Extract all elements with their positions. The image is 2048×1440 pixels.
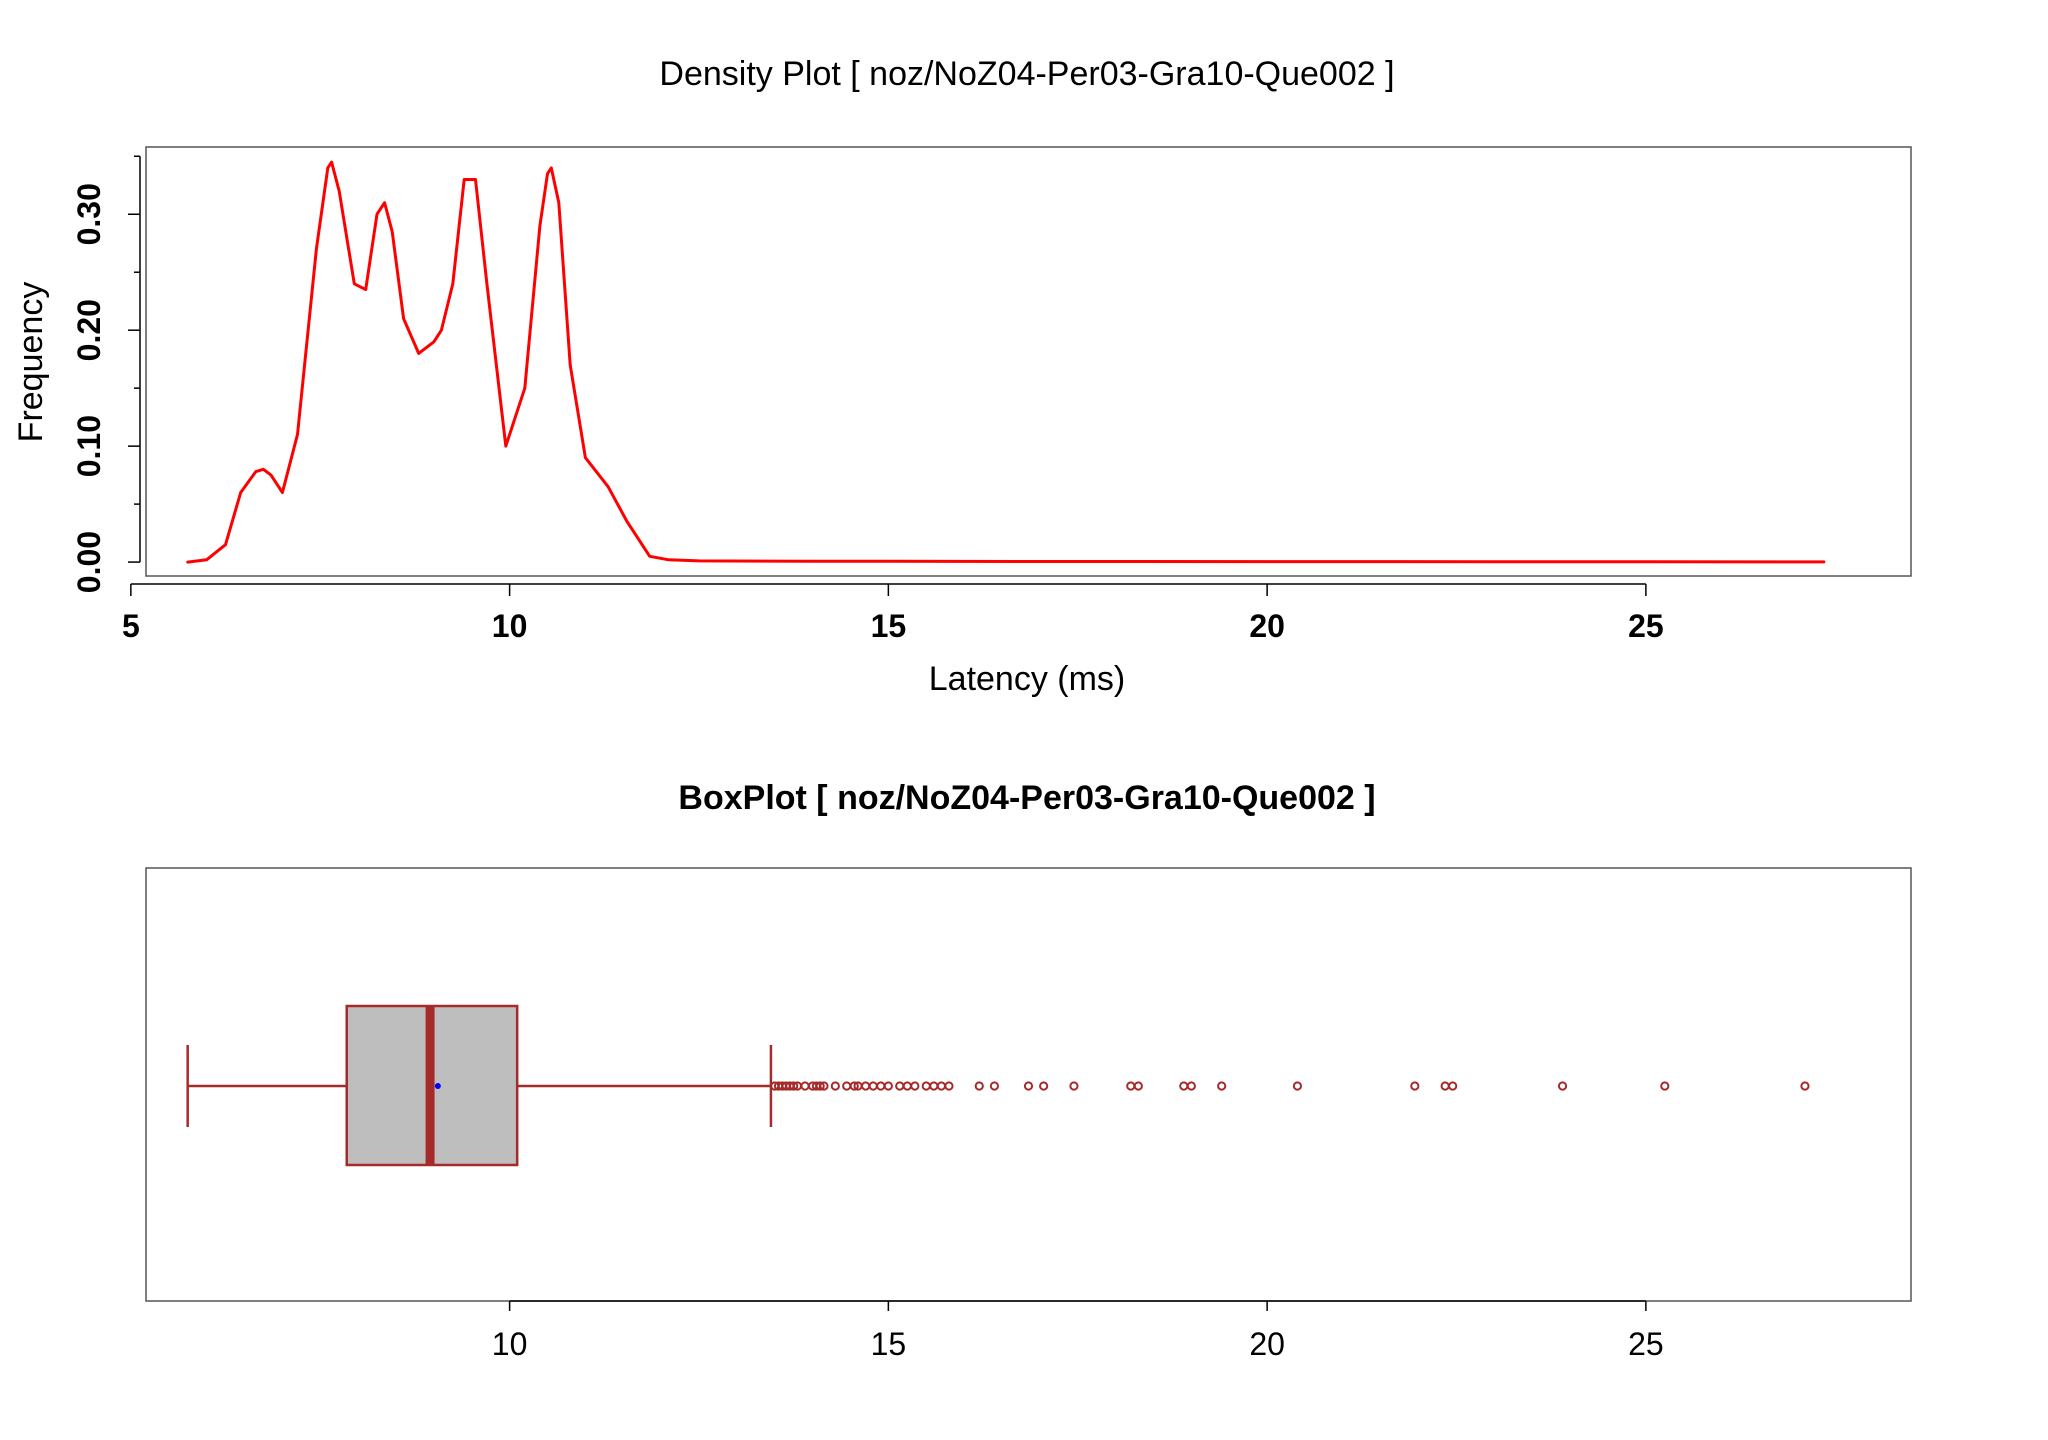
box-plot: BoxPlot [ noz/NoZ04-Per03-Gra10-Que002 ]… — [145, 779, 1912, 1362]
outlier-point — [936, 1081, 946, 1091]
outlier-point — [1660, 1081, 1670, 1091]
outlier-point — [815, 1081, 825, 1091]
outlier-point — [1179, 1081, 1189, 1091]
outlier-point — [1039, 1081, 1049, 1091]
density-x-axis-label: Latency (ms) — [929, 660, 1126, 698]
outlier-point — [819, 1081, 829, 1091]
density-y-axis: 0.00 0.10 0.20 0.30 — [71, 155, 141, 593]
box-plot-title: BoxPlot [ noz/NoZ04-Per03-Gra10-Que002 ] — [678, 779, 1375, 817]
outlier-point — [944, 1081, 954, 1091]
box-x-tick-label: 15 — [871, 1326, 907, 1362]
density-x-tick-label: 10 — [492, 608, 528, 644]
box-x-tick-label: 25 — [1628, 1326, 1664, 1362]
outlier-point — [929, 1081, 939, 1091]
outlier-point — [1448, 1081, 1458, 1091]
mean-point — [434, 1083, 441, 1089]
outlier-point — [910, 1081, 920, 1091]
box-x-tick-label: 10 — [492, 1326, 528, 1362]
outlier-point — [868, 1081, 878, 1091]
box-x-axis: 10 15 20 25 — [492, 1300, 1664, 1362]
box-marks — [186, 1004, 1810, 1167]
outlier-point — [902, 1081, 912, 1091]
density-series — [186, 160, 1826, 564]
density-y-tick-label: 0.30 — [71, 183, 107, 245]
outlier-point — [1069, 1081, 1079, 1091]
density-plot-area — [145, 146, 1912, 577]
density-y-tick-label: 0.20 — [71, 299, 107, 361]
outlier-point — [1023, 1081, 1034, 1091]
outlier-point — [1440, 1081, 1450, 1091]
outlier-point — [842, 1081, 852, 1091]
density-x-tick-label: 25 — [1628, 608, 1664, 644]
density-y-tick-label: 0.00 — [71, 531, 107, 593]
outlier-point — [883, 1081, 893, 1091]
outlier-point — [1410, 1081, 1420, 1091]
outlier-point — [1217, 1081, 1227, 1091]
density-line — [186, 160, 1826, 564]
outlier-point — [1133, 1081, 1143, 1091]
density-plot-title: Density Plot [ noz/NoZ04-Per03-Gra10-Que… — [659, 55, 1394, 93]
density-x-tick-label: 20 — [1249, 608, 1285, 644]
density-plot: Density Plot [ noz/NoZ04-Per03-Gra10-Que… — [12, 55, 1912, 698]
outlier-point — [1800, 1081, 1810, 1091]
outlier-point — [849, 1081, 859, 1091]
outlier-point — [974, 1081, 984, 1091]
outlier-point — [1126, 1081, 1136, 1091]
outlier-point — [861, 1081, 871, 1091]
outlier-point — [921, 1081, 931, 1091]
outlier-point — [1292, 1081, 1303, 1091]
outlier-point — [830, 1081, 840, 1091]
density-x-tick-label: 5 — [122, 608, 140, 644]
outlier-point — [789, 1081, 799, 1091]
outlier-point — [800, 1081, 810, 1091]
outlier-point — [989, 1081, 1000, 1091]
density-y-axis-label: Frequency — [12, 282, 50, 443]
box-x-tick-label: 20 — [1249, 1326, 1285, 1362]
outlier-point — [1186, 1081, 1196, 1091]
outlier-point — [895, 1081, 905, 1091]
outlier-point — [1557, 1081, 1568, 1091]
density-x-axis: 5 10 15 20 25 — [122, 583, 1664, 644]
density-x-tick-label: 15 — [871, 608, 907, 644]
outlier-point — [876, 1081, 886, 1091]
density-y-tick-label: 0.10 — [71, 415, 107, 477]
